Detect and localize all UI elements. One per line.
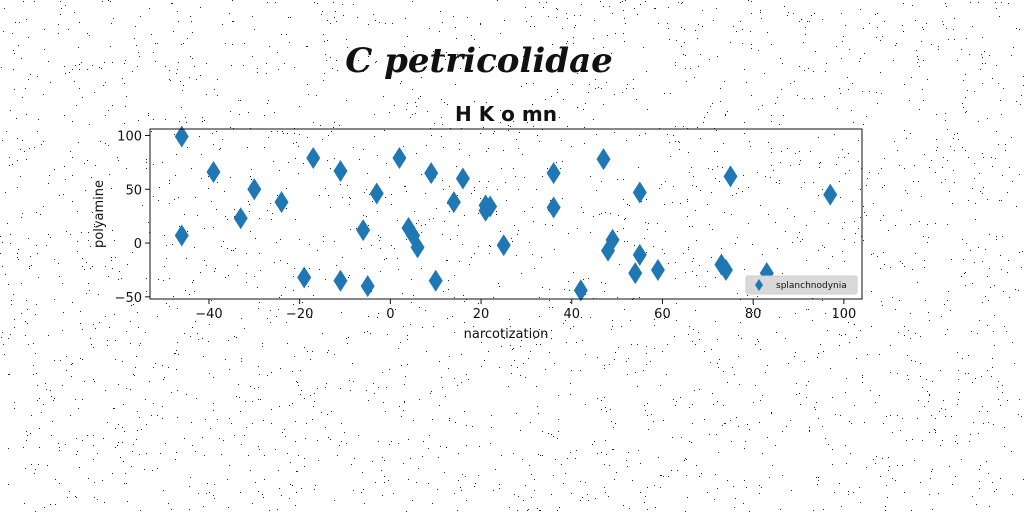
y-tick-label: 50	[125, 183, 142, 198]
x-tick-label: 60	[654, 307, 671, 322]
legend-label: splanchnodynia	[776, 281, 847, 291]
legend-marker	[755, 279, 763, 291]
scatter-point	[333, 269, 348, 292]
scatter-point	[306, 147, 321, 170]
scatter-point	[723, 165, 738, 188]
scatter-point	[274, 191, 289, 214]
scatter-point	[546, 196, 561, 219]
x-tick-label: 100	[831, 307, 856, 322]
chart-suptitle: C petricolidae	[345, 41, 612, 81]
scatter-point	[605, 228, 620, 251]
scatter-point	[823, 183, 838, 206]
scatter-point	[428, 269, 443, 292]
y-tick-label: 0	[134, 237, 142, 252]
scatter-point	[333, 159, 348, 182]
scatter-point	[483, 195, 498, 218]
scatter-point	[297, 266, 312, 289]
scatter-point	[424, 162, 439, 185]
scatter-point	[392, 147, 407, 170]
data-points	[174, 125, 838, 302]
scatter-point	[573, 279, 588, 302]
scatter-point	[455, 167, 470, 190]
scatter-point	[206, 161, 221, 184]
y-axis-label: polyamine	[92, 180, 107, 248]
x-axis-label: narcotization	[464, 327, 549, 342]
y-tick-label: −50	[115, 291, 142, 306]
chart-title: H K o mn	[455, 102, 557, 126]
scatter-point	[233, 207, 248, 230]
legend: splanchnodynia	[745, 275, 858, 295]
x-tick-label: 40	[563, 307, 580, 322]
plot-area-frame	[149, 128, 863, 300]
x-tick-label: −40	[195, 307, 222, 322]
scatter-point	[410, 236, 425, 259]
scatter-point	[632, 181, 647, 204]
scatter-point	[718, 258, 733, 281]
scatter-point	[356, 219, 371, 242]
x-tick-label: −20	[286, 307, 313, 322]
scatter-point	[174, 224, 189, 247]
x-tick-label: 20	[473, 307, 490, 322]
scatter-point	[446, 191, 461, 214]
scatter-point	[546, 162, 561, 185]
x-tick-label: 0	[386, 307, 394, 322]
scatter-point	[247, 178, 262, 201]
scatter-point	[174, 125, 189, 148]
x-tick-label: 80	[745, 307, 762, 322]
scatter-point	[496, 234, 511, 257]
scatter-point	[632, 243, 647, 266]
scatter-point	[360, 275, 375, 298]
legend-box	[745, 275, 858, 295]
scatter-point	[650, 258, 665, 281]
axis-ticks: −40 −20 0 20 40 60 80 100 −50 0 50 100	[115, 129, 857, 322]
scatter-point	[628, 262, 643, 285]
y-tick-label: 100	[117, 129, 142, 144]
scatter-point	[369, 182, 384, 205]
scatter-point	[596, 148, 611, 171]
